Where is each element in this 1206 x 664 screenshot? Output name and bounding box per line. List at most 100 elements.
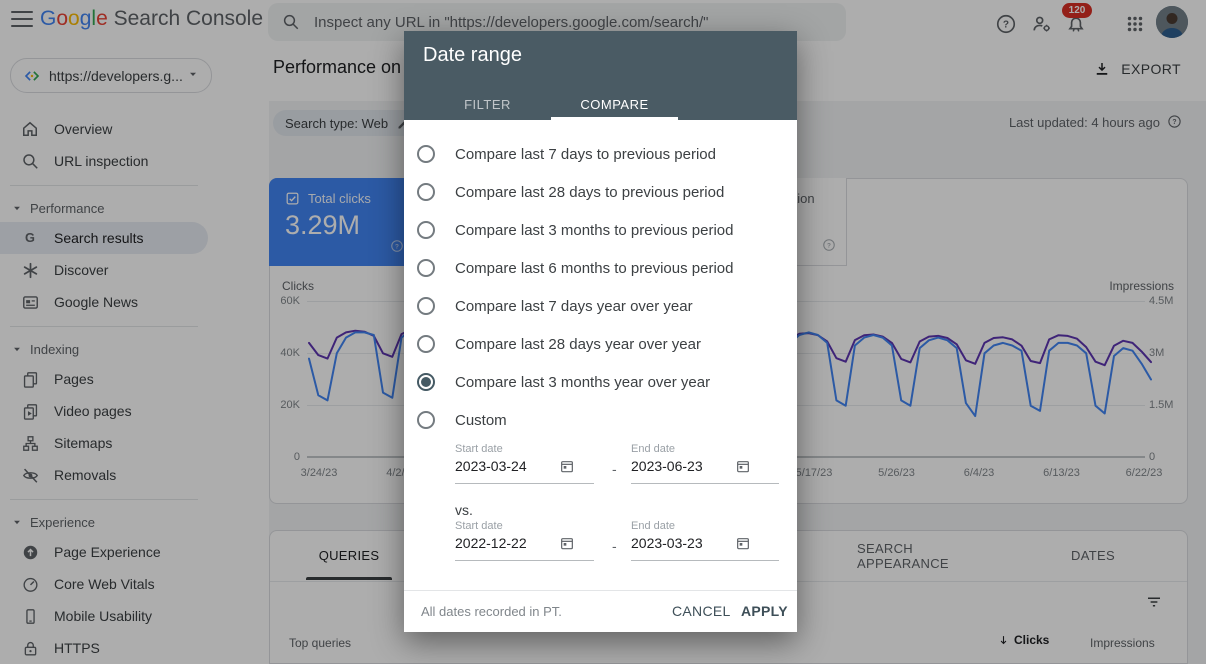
sidebar-section-performance[interactable]: Performance (0, 194, 269, 222)
apps-grid-icon[interactable] (1124, 13, 1146, 35)
start-date-input-1[interactable] (455, 458, 559, 474)
input-underline (631, 560, 779, 561)
notifications-bell-icon[interactable] (1065, 14, 1087, 36)
sidebar-item-pages[interactable]: Pages (0, 363, 208, 395)
calendar-icon[interactable] (735, 458, 751, 479)
radio-icon[interactable] (417, 411, 435, 429)
svg-text:?: ? (1003, 20, 1009, 31)
radio-icon[interactable] (417, 145, 435, 163)
search-icon (20, 151, 40, 171)
compare-option-3[interactable]: Compare last 3 months to previous period (404, 211, 797, 249)
mobile-usability-icon (20, 606, 40, 626)
compare-option-6[interactable]: Compare last 28 days year over year (404, 325, 797, 363)
logo-letter: l (91, 7, 97, 30)
compare-option-1[interactable]: Compare last 7 days to previous period (404, 135, 797, 173)
checked-checkbox-icon[interactable] (285, 191, 300, 206)
help-circle-icon[interactable]: ? (822, 238, 836, 257)
app-logo[interactable]: Google Search Console (40, 7, 263, 31)
news-icon (20, 292, 40, 312)
x-axis-tick: 5/26/23 (878, 467, 915, 479)
help-icon[interactable]: ? (995, 13, 1017, 35)
tab-queries[interactable]: QUERIES (306, 531, 392, 580)
compare-option-8[interactable]: Custom (404, 401, 797, 439)
sitemaps-icon (20, 433, 40, 453)
last-updated-text: Last updated: 4 hours ago (1008, 115, 1160, 130)
end-date-field-2[interactable] (631, 535, 751, 556)
tab-search-appearance[interactable]: SEARCH APPEARANCE (857, 531, 1007, 580)
filter-icon[interactable] (1145, 593, 1163, 616)
x-axis-tick: 5/17/23 (795, 467, 833, 479)
tab-dates[interactable]: DATES (1063, 531, 1123, 580)
hamburger-menu-icon[interactable] (11, 11, 33, 27)
sidebar-item-https[interactable]: HTTPS (0, 632, 208, 664)
cancel-button[interactable]: CANCEL (672, 603, 731, 619)
help-circle-icon[interactable]: ? (1167, 114, 1182, 134)
end-date-input-1[interactable] (631, 458, 735, 474)
sidebar-item-mobile-usability[interactable]: Mobile Usability (0, 600, 208, 632)
active-tab-indicator (306, 577, 392, 580)
search-icon (283, 14, 299, 30)
sidebar-section-indexing[interactable]: Indexing (0, 335, 269, 363)
download-icon (1097, 63, 1108, 75)
logo-letter: G (40, 7, 57, 30)
radio-selected-icon[interactable] (417, 373, 435, 391)
chevron-down-icon (187, 67, 199, 85)
sidebar-item-removals[interactable]: Removals (0, 459, 208, 491)
compare-option-5[interactable]: Compare last 7 days year over year (404, 287, 797, 325)
sidebar-item-url-inspection[interactable]: URL inspection (0, 145, 208, 177)
column-clicks-sorted[interactable]: Clicks (997, 633, 1049, 647)
column-impressions[interactable]: Impressions (1090, 636, 1155, 650)
end-date-field-1[interactable] (631, 458, 751, 479)
column-top-queries: Top queries (289, 636, 352, 650)
export-button[interactable]: EXPORT (1093, 60, 1181, 78)
sidebar-item-overview[interactable]: Overview (0, 113, 208, 145)
logo-letter: o (56, 7, 69, 30)
sidebar-item-search-results[interactable]: G Search results (0, 222, 208, 254)
tab-compare[interactable]: COMPARE (580, 96, 649, 112)
left-axis-tick: 20K (280, 399, 300, 411)
sidebar-section-label: Indexing (30, 341, 80, 357)
right-axis-label: Impressions (1109, 279, 1174, 293)
end-date-input-2[interactable] (631, 535, 735, 551)
compare-option-2[interactable]: Compare last 28 days to previous period (404, 173, 797, 211)
tab-filter[interactable]: FILTER (464, 96, 511, 112)
compare-option-label: Compare last 3 months to previous period (455, 221, 734, 239)
start-date-field-2[interactable] (455, 535, 575, 556)
x-axis-tick: 6/4/23 (963, 467, 995, 479)
apply-button[interactable]: APPLY (741, 603, 788, 619)
end-date-label: End date (631, 520, 676, 532)
search-input[interactable] (312, 12, 846, 32)
user-settings-icon[interactable] (1031, 13, 1053, 35)
pages-icon (20, 369, 40, 389)
help-circle-icon[interactable]: ? (390, 239, 404, 258)
calendar-icon[interactable] (559, 458, 575, 479)
radio-icon[interactable] (417, 183, 435, 201)
radio-icon[interactable] (417, 221, 435, 239)
sidebar-item-core-web-vitals[interactable]: Core Web Vitals (0, 568, 208, 600)
sidebar-item-sitemaps[interactable]: Sitemaps (0, 427, 208, 459)
sidebar-item-page-experience[interactable]: Page Experience (0, 536, 208, 568)
calendar-icon[interactable] (735, 535, 751, 556)
radio-icon[interactable] (417, 297, 435, 315)
divider (10, 326, 198, 327)
sidebar-item-google-news[interactable]: Google News (0, 286, 208, 318)
search-type-chip[interactable]: Search type: Web (273, 110, 424, 136)
compare-option-label: Compare last 7 days to previous period (455, 145, 716, 163)
start-date-field-1[interactable] (455, 458, 575, 479)
input-underline (631, 483, 779, 484)
total-clicks-tile[interactable]: Total clicks 3.29M ? (269, 178, 414, 266)
radio-icon[interactable] (417, 259, 435, 277)
property-selector[interactable]: https://developers.g... (10, 58, 212, 93)
radio-icon[interactable] (417, 335, 435, 353)
user-avatar[interactable] (1156, 6, 1188, 38)
sidebar-item-video-pages[interactable]: Video pages (0, 395, 208, 427)
compare-option-4[interactable]: Compare last 6 months to previous period (404, 249, 797, 287)
logo-letter: e (96, 7, 108, 30)
compare-option-7[interactable]: Compare last 3 months year over year (404, 363, 797, 401)
calendar-icon[interactable] (559, 535, 575, 556)
input-underline (455, 483, 594, 484)
sidebar-section-experience[interactable]: Experience (0, 508, 269, 536)
start-date-input-2[interactable] (455, 535, 559, 551)
sidebar-item-discover[interactable]: Discover (0, 254, 208, 286)
x-axis-tick: 6/13/23 (1043, 467, 1080, 479)
